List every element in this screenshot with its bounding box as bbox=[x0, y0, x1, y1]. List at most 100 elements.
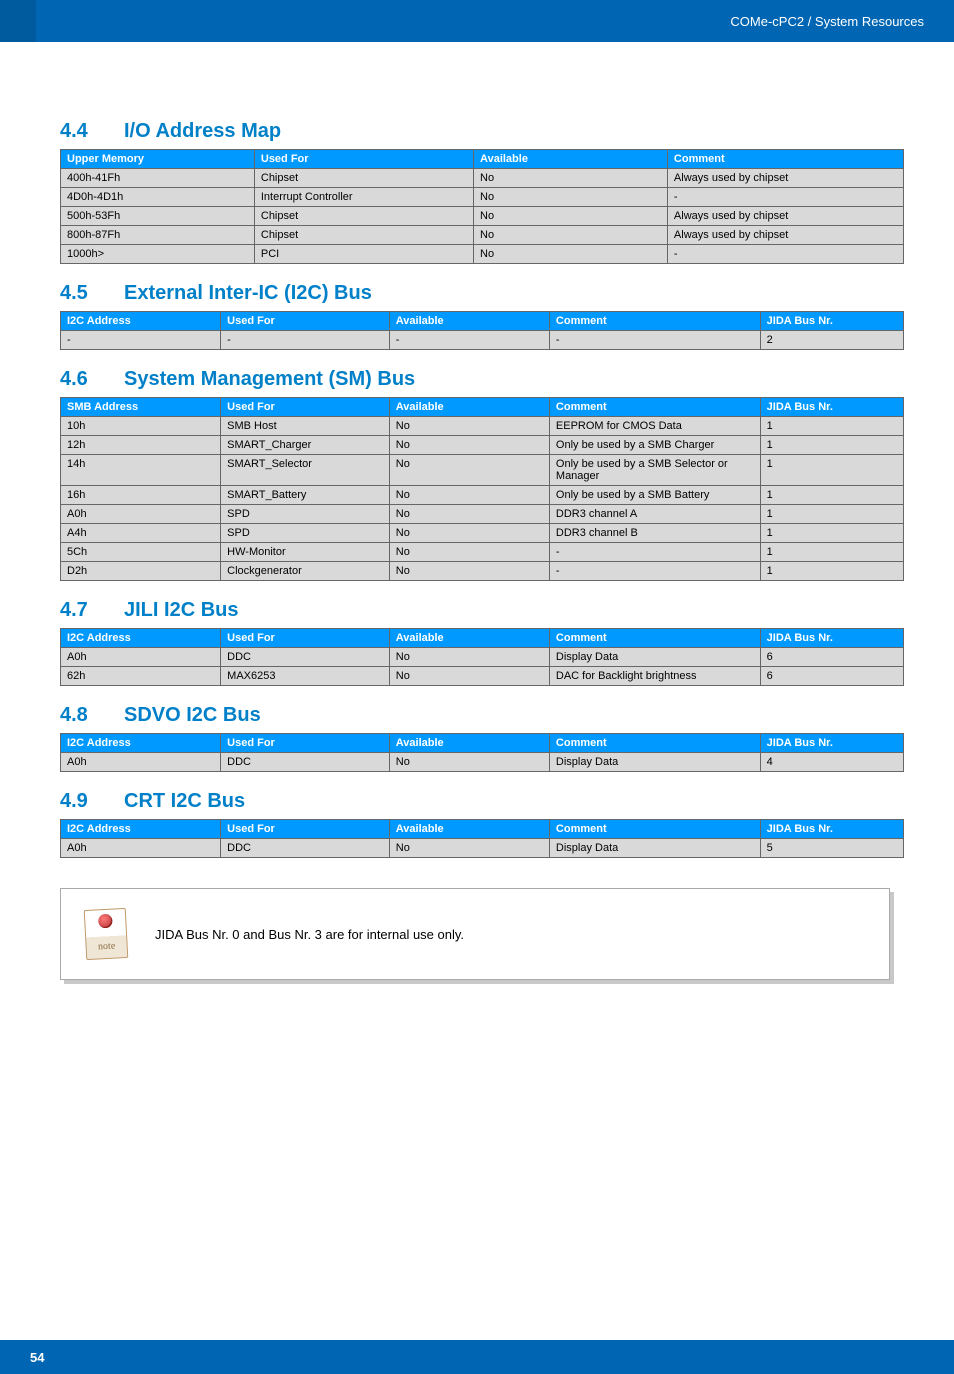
table-cell: DDC bbox=[221, 753, 390, 772]
table-cell: No bbox=[389, 839, 549, 858]
table-cell: DDR3 channel A bbox=[549, 505, 760, 524]
col-header: Used For bbox=[221, 629, 390, 648]
table-cell: Chipset bbox=[254, 226, 473, 245]
table-header-row: Upper Memory Used For Available Comment bbox=[61, 150, 904, 169]
jili-i2c-table: I2C Address Used For Available Comment J… bbox=[60, 628, 904, 686]
section-heading-4-4: 4.4 I/O Address Map bbox=[60, 120, 904, 143]
table-cell: Chipset bbox=[254, 169, 473, 188]
col-header: Used For bbox=[221, 734, 390, 753]
col-header: JIDA Bus Nr. bbox=[760, 820, 903, 839]
page-header: COMe-cPC2 / System Resources bbox=[0, 0, 954, 42]
table-cell: DDC bbox=[221, 839, 390, 858]
table-cell: 6 bbox=[760, 667, 903, 686]
table-cell: No bbox=[474, 226, 668, 245]
table-cell: A0h bbox=[61, 839, 221, 858]
col-header: Comment bbox=[549, 398, 760, 417]
table-cell: 14h bbox=[61, 455, 221, 486]
table-row: 14hSMART_SelectorNoOnly be used by a SMB… bbox=[61, 455, 904, 486]
table-cell: No bbox=[389, 436, 549, 455]
table-cell: 1 bbox=[760, 505, 903, 524]
table-cell: EEPROM for CMOS Data bbox=[549, 417, 760, 436]
col-header: Available bbox=[389, 398, 549, 417]
table-cell: 5Ch bbox=[61, 543, 221, 562]
table-cell: - bbox=[61, 331, 221, 350]
table-cell: No bbox=[389, 667, 549, 686]
table-cell: - bbox=[549, 543, 760, 562]
table-header-row: SMB Address Used For Available Comment J… bbox=[61, 398, 904, 417]
table-cell: SMART_Selector bbox=[221, 455, 390, 486]
table-cell: No bbox=[474, 245, 668, 264]
col-header: I2C Address bbox=[61, 820, 221, 839]
table-cell: 62h bbox=[61, 667, 221, 686]
section-title: JILI I2C Bus bbox=[124, 599, 238, 622]
table-row: 10hSMB HostNoEEPROM for CMOS Data1 bbox=[61, 417, 904, 436]
note-icon bbox=[84, 908, 129, 960]
table-cell: 500h-53Fh bbox=[61, 207, 255, 226]
page-number: 54 bbox=[30, 1350, 44, 1365]
table-cell: 1 bbox=[760, 417, 903, 436]
table-cell: Always used by chipset bbox=[667, 226, 903, 245]
table-cell: 800h-87Fh bbox=[61, 226, 255, 245]
table-cell: SPD bbox=[221, 505, 390, 524]
section-heading-4-5: 4.5 External Inter-IC (I2C) Bus bbox=[60, 282, 904, 305]
table-row: 400h-41FhChipsetNoAlways used by chipset bbox=[61, 169, 904, 188]
table-header-row: I2C Address Used For Available Comment J… bbox=[61, 734, 904, 753]
col-header: I2C Address bbox=[61, 734, 221, 753]
col-header: Comment bbox=[667, 150, 903, 169]
table-row: 16hSMART_BatteryNoOnly be used by a SMB … bbox=[61, 486, 904, 505]
table-cell: No bbox=[474, 169, 668, 188]
table-row: 62hMAX6253NoDAC for Backlight brightness… bbox=[61, 667, 904, 686]
section-heading-4-6: 4.6 System Management (SM) Bus bbox=[60, 368, 904, 391]
ext-i2c-body: ----2 bbox=[61, 331, 904, 350]
table-cell: 1 bbox=[760, 524, 903, 543]
col-header: Available bbox=[389, 734, 549, 753]
table-row: A4hSPDNoDDR3 channel B1 bbox=[61, 524, 904, 543]
table-row: A0hDDCNoDisplay Data4 bbox=[61, 753, 904, 772]
table-cell: No bbox=[474, 188, 668, 207]
section-title: SDVO I2C Bus bbox=[124, 704, 261, 727]
table-cell: A0h bbox=[61, 753, 221, 772]
table-cell: SPD bbox=[221, 524, 390, 543]
table-cell: DAC for Backlight brightness bbox=[549, 667, 760, 686]
table-cell: 12h bbox=[61, 436, 221, 455]
table-row: 800h-87FhChipsetNoAlways used by chipset bbox=[61, 226, 904, 245]
col-header: I2C Address bbox=[61, 629, 221, 648]
table-row: 4D0h-4D1hInterrupt ControllerNo- bbox=[61, 188, 904, 207]
section-title: External Inter-IC (I2C) Bus bbox=[124, 282, 372, 305]
table-cell: No bbox=[389, 753, 549, 772]
table-cell: PCI bbox=[254, 245, 473, 264]
table-cell: Only be used by a SMB Battery bbox=[549, 486, 760, 505]
col-header: Used For bbox=[221, 820, 390, 839]
table-cell: Display Data bbox=[549, 839, 760, 858]
col-header: Comment bbox=[549, 820, 760, 839]
table-cell: - bbox=[549, 562, 760, 581]
section-title: CRT I2C Bus bbox=[124, 790, 245, 813]
table-cell: Only be used by a SMB Charger bbox=[549, 436, 760, 455]
table-row: D2hClockgeneratorNo-1 bbox=[61, 562, 904, 581]
table-cell: - bbox=[389, 331, 549, 350]
sdvo-body: A0hDDCNoDisplay Data4 bbox=[61, 753, 904, 772]
table-cell: - bbox=[549, 331, 760, 350]
col-header: JIDA Bus Nr. bbox=[760, 312, 903, 331]
col-header: SMB Address bbox=[61, 398, 221, 417]
col-header: I2C Address bbox=[61, 312, 221, 331]
note-box: JIDA Bus Nr. 0 and Bus Nr. 3 are for int… bbox=[60, 888, 890, 980]
table-cell: 4D0h-4D1h bbox=[61, 188, 255, 207]
section-number: 4.6 bbox=[60, 368, 96, 391]
table-cell: SMB Host bbox=[221, 417, 390, 436]
table-cell: - bbox=[667, 245, 903, 264]
table-cell: 6 bbox=[760, 648, 903, 667]
table-cell: No bbox=[389, 486, 549, 505]
section-number: 4.9 bbox=[60, 790, 96, 813]
table-cell: Chipset bbox=[254, 207, 473, 226]
table-row: 1000h>PCINo- bbox=[61, 245, 904, 264]
table-cell: No bbox=[389, 455, 549, 486]
table-cell: DDR3 channel B bbox=[549, 524, 760, 543]
table-header-row: I2C Address Used For Available Comment J… bbox=[61, 629, 904, 648]
io-address-map-table: Upper Memory Used For Available Comment … bbox=[60, 149, 904, 264]
table-cell: No bbox=[389, 505, 549, 524]
table-cell: No bbox=[389, 562, 549, 581]
table-cell: 5 bbox=[760, 839, 903, 858]
table-cell: No bbox=[389, 524, 549, 543]
table-row: 5ChHW-MonitorNo-1 bbox=[61, 543, 904, 562]
